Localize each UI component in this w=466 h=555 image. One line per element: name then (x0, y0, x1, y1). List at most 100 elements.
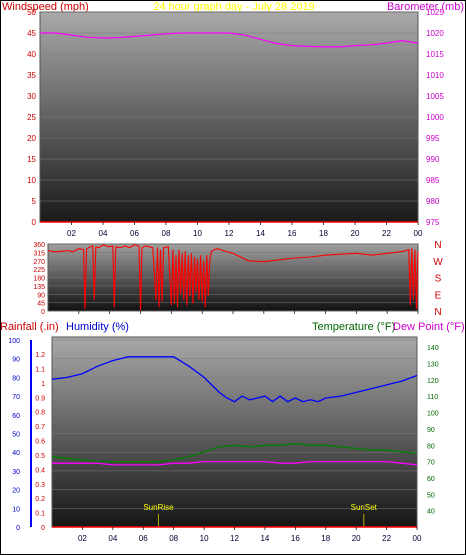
windspeed-label: Windspeed (mph) (2, 1, 89, 13)
temperature-line (51, 442, 418, 463)
windspeed-tick-label: 25 (27, 113, 36, 122)
x-tick-label: 08 (169, 534, 178, 543)
rainfall-tick-label: 0.1 (35, 511, 45, 518)
temperature-tick-label: 100 (427, 411, 439, 418)
windspeed-tick-label: 45 (27, 29, 36, 38)
x-tick-label: 20 (351, 229, 360, 238)
rainfall-tick-label: 0.8 (35, 410, 45, 417)
temperature-tick-label: 120 (427, 378, 439, 385)
sunrise-label: SunRise (143, 503, 174, 512)
humidity-tick-label: 20 (12, 488, 20, 495)
barometer-tick-label: 980 (426, 197, 440, 206)
x-tick-label: 06 (139, 534, 148, 543)
barometer-tick-label: 1015 (426, 50, 444, 59)
dewpoint-label: Dew Point (°F) (393, 321, 465, 333)
rainfall-tick-label: 1 (41, 381, 45, 388)
windspeed-tick-label: 50 (27, 8, 36, 17)
direction-tick-label: 0 (41, 309, 45, 316)
x-tick-label: 00 (414, 229, 423, 238)
windspeed-tick-label: 15 (27, 155, 36, 164)
temperature-tick-label: 60 (427, 476, 435, 483)
barometer-line (40, 32, 419, 48)
x-tick-label: 18 (319, 229, 328, 238)
compass-tick-label: N (434, 307, 441, 318)
temperature-label: Temperature (°F) (312, 321, 395, 333)
compass-tick-label: S (435, 274, 442, 285)
temperature-tick-label: 70 (427, 460, 435, 467)
x-tick-label: 14 (260, 534, 269, 543)
barometer-tick-label: 975 (426, 218, 440, 227)
humidity-line (51, 356, 418, 403)
windspeed-tick-label: 20 (27, 134, 36, 143)
rainfall-tick-label: 0.7 (35, 424, 45, 431)
rainfall-tick-label: 0.6 (35, 439, 45, 446)
humidity-tick-label: 100 (8, 338, 20, 345)
barometer-tick-label: 1025 (426, 8, 444, 17)
graph-title: 24 hour graph day - July 28 2019 (153, 1, 314, 13)
direction-tick-label: 315 (33, 250, 45, 257)
rainfall-tick-label: 0.4 (35, 467, 45, 474)
sunset-label: SunSet (351, 503, 378, 512)
x-tick-label: 12 (230, 534, 239, 543)
dew-point-line (52, 460, 418, 466)
x-tick-label: 00 (413, 534, 422, 543)
rainfall-tick-label: 1.2 (35, 352, 45, 359)
temperature-tick-label: 40 (427, 509, 435, 516)
direction-tick-label: 135 (33, 284, 45, 291)
x-tick-label: 02 (67, 229, 76, 238)
x-tick-label: 10 (200, 534, 209, 543)
compass-tick-label: W (433, 257, 443, 268)
humidity-tick-label: 0 (16, 525, 20, 532)
x-tick-label: 22 (382, 229, 391, 238)
x-tick-label: 10 (193, 229, 202, 238)
barometer-tick-label: 995 (426, 134, 440, 143)
barometer-tick-label: 985 (426, 176, 440, 185)
x-tick-label: 04 (108, 534, 117, 543)
rainfall-tick-label: 0.5 (35, 453, 45, 460)
x-tick-label: 18 (321, 534, 330, 543)
x-tick-label: 02 (78, 534, 87, 543)
windspeed-tick-label: 10 (27, 176, 36, 185)
direction-tick-label: 360 (33, 242, 45, 249)
temperature-tick-label: 140 (427, 345, 439, 352)
windspeed-tick-label: 40 (27, 50, 36, 59)
humidity-tick-label: 70 (12, 394, 20, 401)
compass-tick-label: N (434, 240, 441, 251)
windspeed-tick-label: 35 (27, 71, 36, 80)
humidity-tick-label: 90 (12, 357, 20, 364)
compass-tick-label: E (435, 290, 442, 301)
humidity-tick-label: 60 (12, 413, 20, 420)
barometer-label: Barometer (mb) (387, 1, 464, 13)
x-tick-label: 16 (291, 534, 300, 543)
x-tick-label: 04 (99, 229, 108, 238)
temperature-tick-label: 50 (427, 492, 435, 499)
windspeed-tick-label: 0 (32, 218, 37, 227)
rainfall-tick-label: 1.1 (35, 366, 45, 373)
temperature-tick-label: 110 (427, 394, 438, 401)
humidity-tick-label: 30 (12, 469, 20, 476)
direction-tick-label: 180 (33, 276, 45, 283)
direction-tick-label: 225 (33, 267, 45, 274)
x-tick-label: 20 (352, 534, 361, 543)
temperature-tick-label: 80 (427, 443, 435, 450)
barometer-tick-label: 1005 (426, 92, 444, 101)
temperature-tick-label: 90 (427, 427, 435, 434)
temperature-tick-label: 130 (427, 362, 439, 369)
rainfall-tick-label: 0.9 (35, 395, 45, 402)
rainfall-tick-label: 0 (41, 525, 45, 532)
x-tick-label: 12 (225, 229, 234, 238)
rainfall-label: Rainfall (.in) (0, 321, 59, 333)
x-tick-label: 14 (256, 229, 265, 238)
barometer-tick-label: 1010 (426, 71, 444, 80)
x-tick-label: 06 (130, 229, 139, 238)
humidity-tick-label: 80 (12, 375, 20, 382)
rainfall-tick-label: 0.3 (35, 482, 45, 489)
x-tick-label: 16 (288, 229, 297, 238)
barometer-tick-label: 990 (426, 155, 440, 164)
windspeed-tick-label: 30 (27, 92, 36, 101)
direction-tick-label: 45 (37, 301, 45, 308)
rainfall-tick-label: 0.2 (35, 496, 45, 503)
barometer-tick-label: 1000 (426, 113, 444, 122)
wind-direction-line (47, 244, 419, 311)
